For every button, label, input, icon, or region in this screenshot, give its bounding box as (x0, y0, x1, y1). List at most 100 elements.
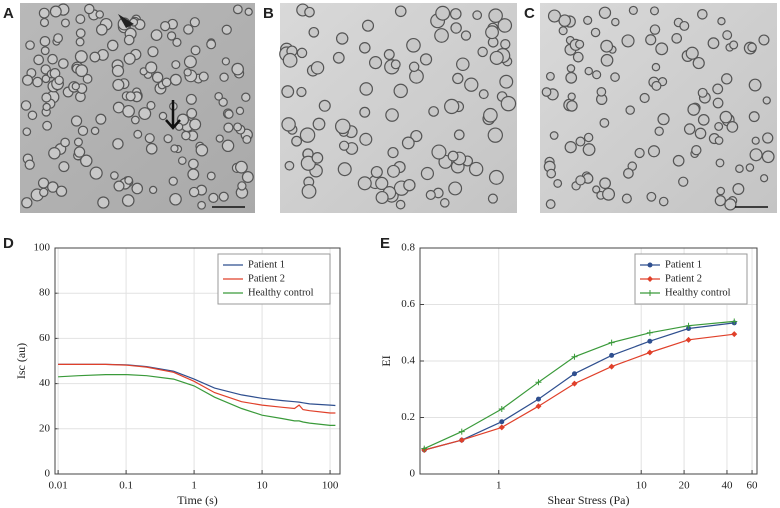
cell (566, 64, 576, 73)
cell (58, 58, 69, 69)
cell (284, 160, 295, 171)
cell (735, 164, 744, 174)
cell (338, 140, 350, 151)
marker (646, 349, 653, 356)
cell (188, 158, 199, 170)
marker (571, 380, 578, 387)
cell (20, 100, 32, 111)
cell (147, 46, 159, 58)
legend-marker (647, 262, 653, 268)
cell (724, 198, 737, 211)
cell (124, 176, 134, 185)
cell (181, 130, 191, 141)
series-line (424, 333, 735, 451)
cell (358, 42, 371, 54)
cell (144, 133, 155, 144)
panel-label: C (524, 5, 535, 22)
y-axis-label: Isc (au) (14, 343, 28, 379)
cell (390, 59, 401, 70)
cell (370, 165, 383, 179)
cell (747, 42, 757, 53)
cell (715, 158, 725, 168)
cell (334, 118, 351, 135)
cell (357, 176, 372, 191)
cell (672, 154, 685, 167)
cell (452, 72, 464, 85)
cell (468, 161, 484, 177)
cell (596, 86, 607, 97)
cell (447, 150, 459, 162)
cell (185, 93, 197, 105)
cell (187, 168, 200, 181)
cell (500, 95, 517, 112)
cell (621, 34, 635, 48)
cell (575, 136, 586, 147)
cell (95, 113, 107, 125)
cell (75, 14, 86, 25)
cell (75, 37, 85, 47)
cell (592, 185, 601, 194)
cell (215, 134, 224, 143)
marker (535, 379, 542, 386)
cell (145, 142, 158, 155)
cell (73, 146, 86, 158)
marker (608, 363, 615, 370)
arrow (165, 100, 181, 130)
cell (146, 100, 156, 111)
cell (112, 138, 124, 150)
cell (84, 3, 95, 15)
marker (731, 318, 738, 325)
cell (241, 170, 254, 183)
legend-label: Patient 2 (665, 273, 702, 284)
cell (583, 15, 593, 25)
cell (553, 178, 563, 188)
x-tick-label: 1 (191, 480, 197, 492)
cell (549, 131, 559, 140)
marker (646, 329, 653, 336)
series-line (58, 363, 336, 407)
cell (60, 18, 70, 28)
x-tick-label: 0.01 (48, 480, 67, 492)
marker (421, 445, 428, 452)
x-tick-label: 40 (721, 480, 733, 492)
cell (189, 118, 202, 131)
cell (716, 186, 726, 196)
marker (685, 336, 692, 343)
cell (565, 71, 578, 84)
cell (163, 134, 173, 144)
series-line (58, 363, 336, 414)
panel-label: E (380, 235, 390, 252)
cell (311, 152, 324, 164)
marker (498, 406, 505, 413)
cells (20, 3, 775, 211)
cell (337, 162, 352, 177)
cell (71, 82, 80, 91)
cell (760, 174, 769, 183)
marker (498, 424, 505, 431)
cell (460, 30, 472, 41)
cell (590, 27, 601, 38)
y-tick-label: 100 (34, 242, 51, 254)
cell (697, 87, 708, 98)
cell (221, 139, 235, 153)
cell (487, 193, 498, 204)
y-tick-label: 80 (39, 287, 51, 299)
cell (719, 110, 733, 124)
cell (39, 35, 51, 47)
cell (73, 137, 83, 147)
cell (712, 97, 724, 109)
marker (608, 339, 615, 346)
cell (599, 117, 610, 128)
cell (651, 80, 662, 91)
cell (419, 53, 433, 66)
cell (541, 87, 552, 97)
cell (387, 146, 399, 159)
cell (111, 64, 125, 77)
x-tick-label: 60 (747, 480, 759, 492)
cell (150, 29, 163, 41)
cell (564, 141, 577, 154)
cell (546, 168, 557, 179)
cell (439, 198, 450, 208)
legend-label: Healthy control (248, 287, 314, 298)
cell (318, 99, 331, 112)
